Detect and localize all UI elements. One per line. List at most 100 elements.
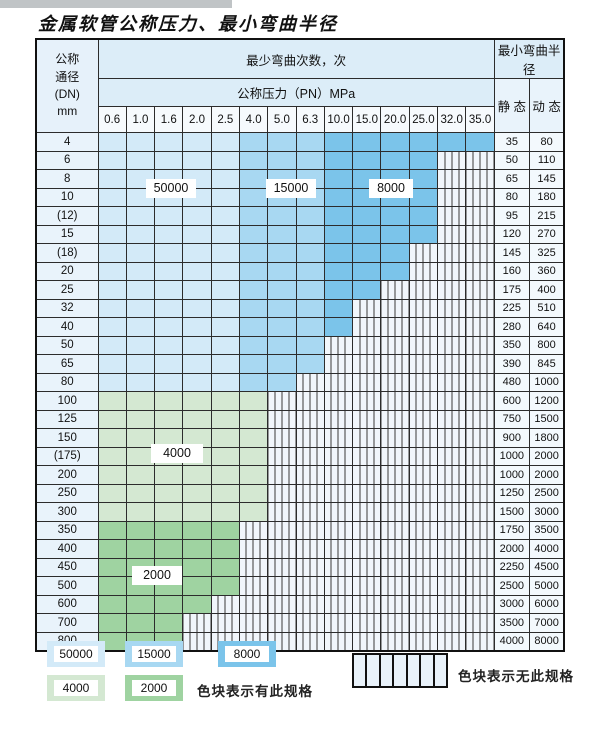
spec-cell-4000 [154,409,184,429]
spec-cell-50000 [182,354,212,374]
no-spec-cell [437,224,467,244]
spec-cell-50000 [97,243,127,263]
spec-cell-50000 [125,261,156,281]
spec-cell-8000 [323,298,354,318]
spec-cell-15000 [295,150,325,170]
hatch-cell [407,655,422,686]
no-spec-cell [437,502,467,522]
pressure-column-header: 1.0 [125,106,156,133]
spec-cell-15000 [295,261,325,281]
table-row: 32 225 510 [35,298,565,318]
no-spec-cell [437,409,467,429]
legend-swatch-8000: 8000 [218,641,276,667]
spec-cell-2000 [125,539,156,559]
no-spec-cell [295,594,325,614]
spec-cell-15000 [267,372,297,392]
dn-cell: 65 [35,354,99,374]
no-spec-cell [408,298,439,318]
static-radius-cell: 1000 [493,465,530,485]
no-spec-cell [465,409,495,429]
spec-cell-4000 [210,409,240,429]
no-spec-cell [408,261,439,281]
spec-cell-50000 [182,335,212,355]
table-row: 450 2250 4500 [35,557,565,577]
spec-cell-15000 [238,317,269,337]
spec-cell-50000 [125,280,156,300]
spec-cell-50000 [182,206,212,226]
spec-cell-50000 [182,261,212,281]
no-spec-cell [437,317,467,337]
spec-cell-8000 [352,150,382,170]
no-spec-cell [352,298,382,318]
pressure-column-header: 25.0 [408,106,439,133]
dn-header-line: mm [57,104,78,119]
min-bend-radius-header: 最小弯曲半径 [493,38,565,79]
spec-cell-8000 [380,206,410,226]
legend-swatch-2000: 2000 [125,675,183,701]
table-row: 100 600 1200 [35,391,565,411]
no-spec-cell [380,576,410,596]
bend-count-label: 2000 [132,566,182,585]
spec-cell-50000 [210,132,240,152]
no-spec-cell [295,557,325,577]
no-spec-cell [352,576,382,596]
spec-cell-8000 [465,132,495,152]
static-radius-cell: 160 [493,261,530,281]
spec-cell-15000 [295,280,325,300]
table-row: 500 2500 5000 [35,576,565,596]
static-radius-cell: 480 [493,372,530,392]
static-radius-cell: 2500 [493,576,530,596]
spec-cell-4000 [182,391,212,411]
bend-count-label: 50000 [146,179,196,198]
bend-count-label: 8000 [369,179,413,198]
dn-cell: 350 [35,520,99,540]
static-radius-cell: 350 [493,335,530,355]
no-spec-cell [380,391,410,411]
spec-cell-50000 [182,372,212,392]
table-row: 65 390 845 [35,354,565,374]
no-spec-cell [210,613,240,633]
dynamic-radius-cell: 360 [528,261,565,281]
spec-cell-50000 [210,335,240,355]
spec-cell-15000 [238,261,269,281]
spec-cell-8000 [352,280,382,300]
dn-header-line: 公称 [55,52,80,67]
no-spec-cell [323,428,354,448]
pressure-column-header: 2.5 [210,106,240,133]
no-spec-cell [465,613,495,633]
static-radius-cell: 900 [493,428,530,448]
pressure-column-header: 0.6 [97,106,127,133]
spec-cell-4000 [182,409,212,429]
no-spec-cell [323,391,354,411]
no-spec-cell [408,594,439,614]
dynamic-radius-cell: 3500 [528,520,565,540]
no-spec-legend-text: 色块表示无此规格 [458,669,574,684]
legend-swatch-label: 15000 [132,646,176,662]
table-row: (12) 95 215 [35,206,565,226]
spec-cell-4000 [125,465,156,485]
no-spec-cell [323,465,354,485]
dn-cell: 150 [35,428,99,448]
no-spec-cell [295,446,325,466]
static-radius-cell: 145 [493,243,530,263]
spec-cell-50000 [210,187,240,207]
spec-cell-4000 [125,446,156,466]
no-spec-cell [295,391,325,411]
no-spec-cell [408,613,439,633]
no-spec-cell [295,520,325,540]
dynamic-radius-cell: 800 [528,335,565,355]
dn-cell: 4 [35,132,99,152]
no-spec-cell [267,391,297,411]
spec-cell-8000 [323,169,354,189]
legend-swatch-50000: 50000 [47,641,105,667]
spec-cell-4000 [210,428,240,448]
no-spec-cell [380,502,410,522]
no-spec-cell [437,298,467,318]
spec-cell-8000 [352,243,382,263]
spec-cell-4000 [125,502,156,522]
no-spec-cell [437,354,467,374]
no-spec-cell [267,539,297,559]
spec-cell-50000 [97,150,127,170]
no-spec-swatch [352,653,448,688]
